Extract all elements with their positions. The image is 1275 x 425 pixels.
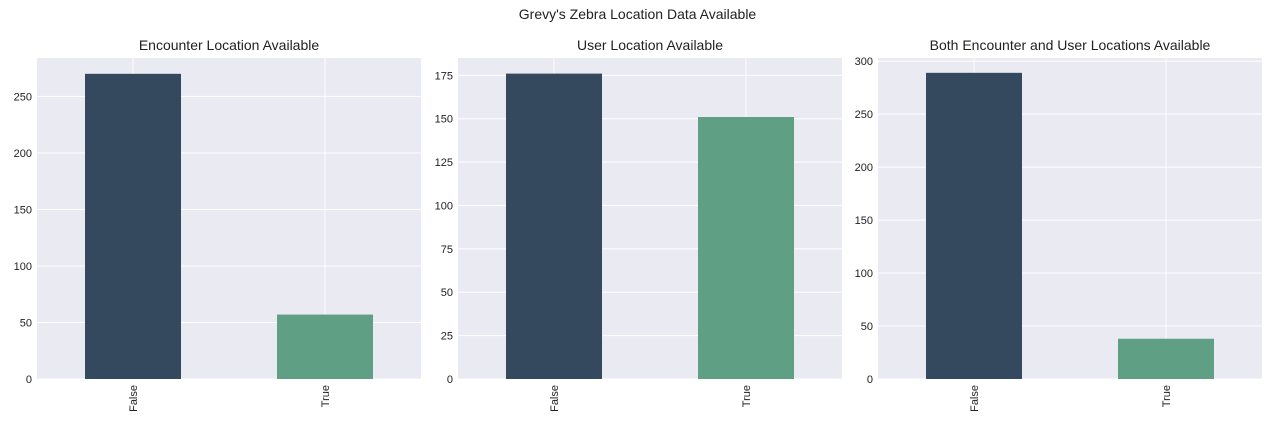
y-tick-label: 0 [26, 374, 32, 386]
figure-title: Grevy's Zebra Location Data Available [518, 6, 757, 22]
y-tick-label: 125 [435, 157, 453, 169]
chart-panel-user: User Location Available 0 25 50 75 100 125 150… [435, 37, 842, 412]
chart-panel-encounter: Encounter Location Available 0 50 100 150 20… [14, 37, 421, 412]
y-tick-label: 150 [14, 204, 32, 216]
y-tick-label: 75 [441, 244, 453, 256]
y-tick-label: 300 [855, 56, 873, 68]
y-tick-label: 200 [14, 148, 32, 160]
y-tick-label: 250 [855, 109, 873, 121]
x-tick-label: True [320, 385, 332, 407]
x-tick-label: True [741, 385, 753, 407]
chart-title: Encounter Location Available [139, 37, 320, 53]
x-tick-label: False [969, 385, 981, 412]
y-tick-label: 150 [435, 114, 453, 126]
y-tick-label: 175 [435, 70, 453, 82]
y-tick-label: 0 [867, 374, 873, 386]
bar-true [1118, 338, 1214, 379]
y-tick-label: 150 [855, 215, 873, 227]
y-tick-label: 100 [14, 261, 32, 273]
y-tick-label: 100 [435, 200, 453, 212]
bar-false [85, 73, 181, 379]
chart-title: Both Encounter and User Locations Availa… [930, 37, 1211, 53]
x-tick-label: False [549, 385, 561, 412]
chart-panel-both: Both Encounter and User Locations Availa… [855, 37, 1262, 412]
y-tick-label: 50 [20, 317, 32, 329]
bar-true [698, 116, 794, 379]
y-tick-label: 250 [14, 91, 32, 103]
y-tick-label: 50 [861, 321, 873, 333]
x-tick-label: False [128, 385, 140, 412]
chart-title: User Location Available [577, 37, 723, 53]
y-tick-label: 0 [447, 374, 453, 386]
bar-false [506, 73, 602, 380]
x-tick-label: True [1161, 385, 1173, 407]
y-tick-label: 200 [855, 162, 873, 174]
y-tick-label: 25 [441, 331, 453, 343]
bar-false [926, 72, 1022, 380]
y-tick-label: 50 [441, 287, 453, 299]
y-tick-label: 100 [855, 268, 873, 280]
bar-true [277, 314, 373, 379]
